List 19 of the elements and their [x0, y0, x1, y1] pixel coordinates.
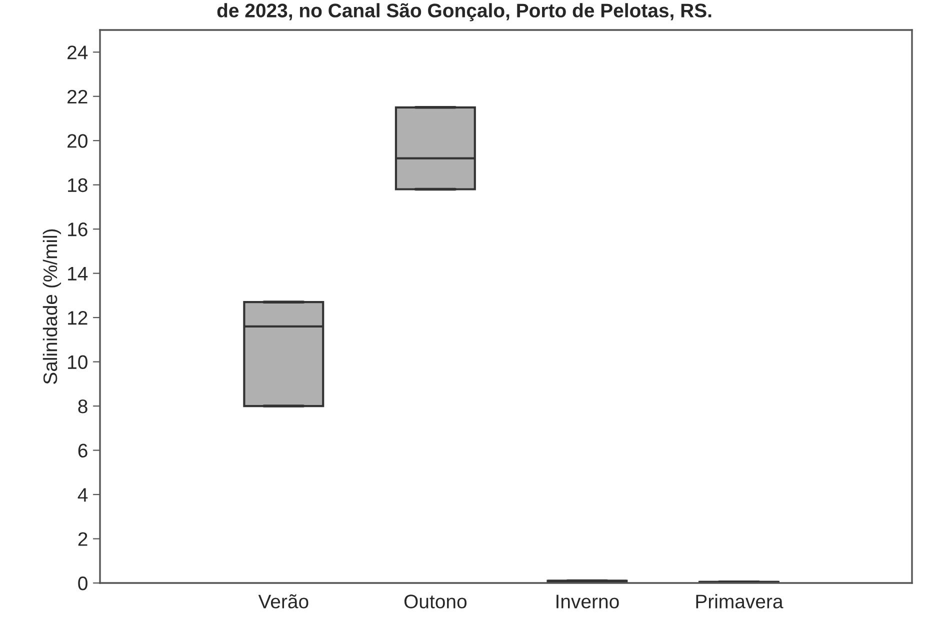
- x-tick-label: Inverno: [556, 594, 619, 608]
- y-tick-label: 22: [68, 90, 88, 104]
- y-tick-label: 12: [68, 311, 88, 325]
- y-tick-label: 2: [78, 532, 88, 546]
- y-tick-label: 18: [68, 178, 88, 192]
- y-axis-title: Salinidade (%/mil): [42, 229, 62, 384]
- y-tick-label: 6: [78, 444, 88, 458]
- y-tick-label: 10: [68, 355, 88, 370]
- x-tick-label: Primavera: [696, 594, 784, 608]
- x-tick-label: Verão: [258, 594, 308, 608]
- y-tick-label: 20: [68, 134, 88, 148]
- x-tick-label: Outono: [404, 594, 467, 608]
- y-tick-label: 4: [78, 488, 88, 502]
- y-tick-label: 16: [68, 222, 88, 236]
- chart-title: de 2023, no Canal São Gonçalo, Porto de Pelotas, RS.: [217, 3, 712, 22]
- y-tick-label: 24: [68, 46, 88, 60]
- y-tick-label: 14: [68, 266, 88, 280]
- y-tick-label: 0: [78, 576, 88, 590]
- y-tick-label: 8: [78, 400, 88, 414]
